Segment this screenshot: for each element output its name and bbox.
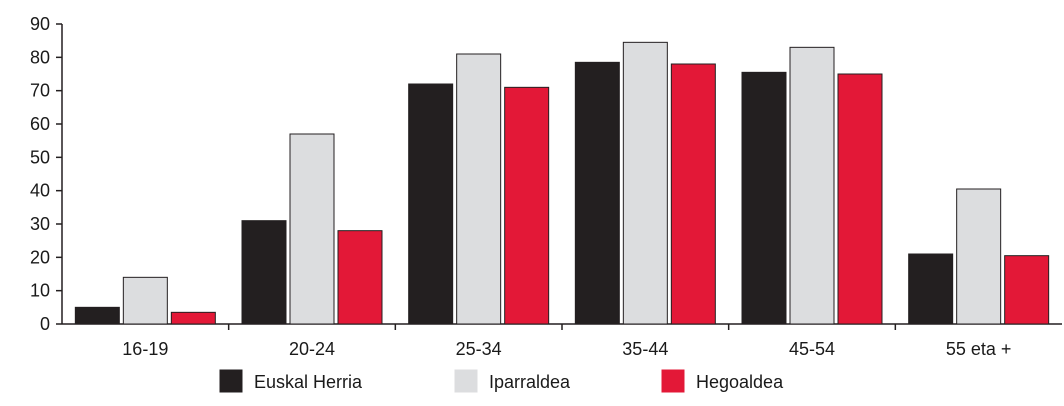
bar-35-44-hegoaldea — [670, 63, 716, 325]
bar-25-34-euskal-herria — [408, 83, 454, 325]
bar-55-eta-iparraldea — [956, 188, 1002, 325]
legend-label-iparraldea: Iparraldea — [489, 372, 571, 392]
bar-25-34-hegoaldea — [504, 86, 550, 325]
bar-20-24-euskal-herria — [241, 220, 287, 325]
bar-16-19-euskal-herria — [74, 306, 120, 325]
y-axis: 0 10 20 30 40 50 60 70 80 90 — [30, 14, 63, 334]
x-tick-label: 16-19 — [122, 339, 168, 359]
bar-16-19-iparraldea — [122, 276, 168, 325]
legend-swatch-euskal-herria — [219, 369, 243, 393]
x-tick-label: 35-44 — [622, 339, 668, 359]
bar-35-44-iparraldea — [622, 41, 668, 325]
bar-20-24-hegoaldea — [337, 230, 383, 325]
x-tick-label: 25-34 — [456, 339, 502, 359]
legend: Euskal Herria Iparraldea Hegoaldea — [219, 369, 784, 393]
x-tick-label: 45-54 — [789, 339, 835, 359]
bar-16-19-hegoaldea — [170, 311, 216, 325]
y-tick-label: 70 — [30, 81, 50, 101]
bar-25-34-iparraldea — [456, 53, 502, 325]
legend-swatch-hegoaldea — [661, 369, 685, 393]
x-axis: 16-19 20-24 25-34 35-44 45-54 55 eta + — [62, 323, 1062, 359]
bar-45-54-hegoaldea — [837, 73, 883, 325]
y-tick-label: 50 — [30, 147, 50, 167]
y-tick-label: 10 — [30, 281, 50, 301]
y-tick-label: 60 — [30, 114, 50, 134]
bar-35-44-euskal-herria — [574, 61, 620, 325]
bar-20-24-iparraldea — [289, 133, 335, 325]
y-tick-label: 40 — [30, 181, 50, 201]
x-tick-label: 20-24 — [289, 339, 335, 359]
legend-swatch-iparraldea — [454, 369, 478, 393]
x-tick-label: 55 eta + — [946, 339, 1012, 359]
bar-45-54-iparraldea — [789, 46, 835, 325]
bar-45-54-euskal-herria — [741, 71, 787, 325]
bars-group — [74, 41, 1050, 325]
legend-label-hegoaldea: Hegoaldea — [696, 372, 784, 392]
bar-55-eta-hegoaldea — [1004, 255, 1050, 325]
y-tick-label: 0 — [40, 314, 50, 334]
y-tick-label: 30 — [30, 214, 50, 234]
bar-55-eta-euskal-herria — [908, 253, 954, 325]
y-tick-label: 80 — [30, 47, 50, 67]
y-tick-label: 90 — [30, 14, 50, 34]
y-tick-label: 20 — [30, 247, 50, 267]
legend-label-euskal-herria: Euskal Herria — [254, 372, 363, 392]
